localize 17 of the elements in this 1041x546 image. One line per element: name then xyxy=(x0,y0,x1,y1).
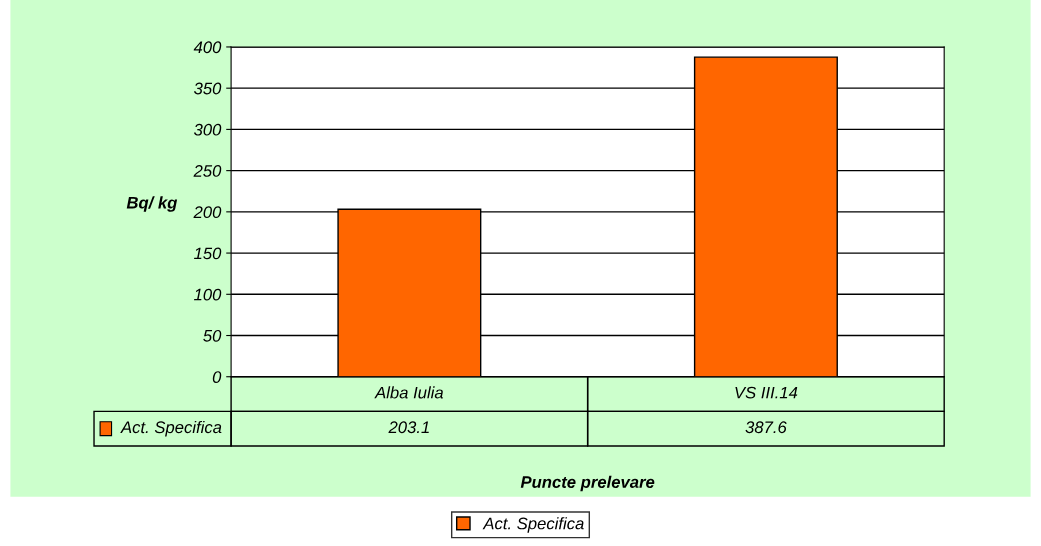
x-tick-label: VS III.14 xyxy=(735,386,798,399)
text: Act. Specifica xyxy=(482,517,584,533)
x-axis-title: Puncte prelevare xyxy=(520,475,655,492)
legend-label: Act. Specifica xyxy=(120,420,222,437)
y-tick-label: 50 xyxy=(203,329,222,342)
data-label: 203.1 xyxy=(388,421,429,434)
y-tick-label: 250 xyxy=(193,165,222,177)
y-axis-title: Bq/ kg xyxy=(126,196,178,212)
y-tick-label: 0 xyxy=(212,371,222,383)
data-label: 387.6 xyxy=(745,421,787,434)
y-tick-label: 100 xyxy=(194,288,222,301)
y-tick-label: 150 xyxy=(194,247,222,260)
y-tick-label: 400 xyxy=(193,41,222,54)
y-tick-label: 350 xyxy=(193,82,222,95)
x-tick-label: Alba Iulia xyxy=(374,386,444,399)
y-tick-label: 200 xyxy=(193,206,222,219)
y-tick-label: 300 xyxy=(193,123,222,136)
